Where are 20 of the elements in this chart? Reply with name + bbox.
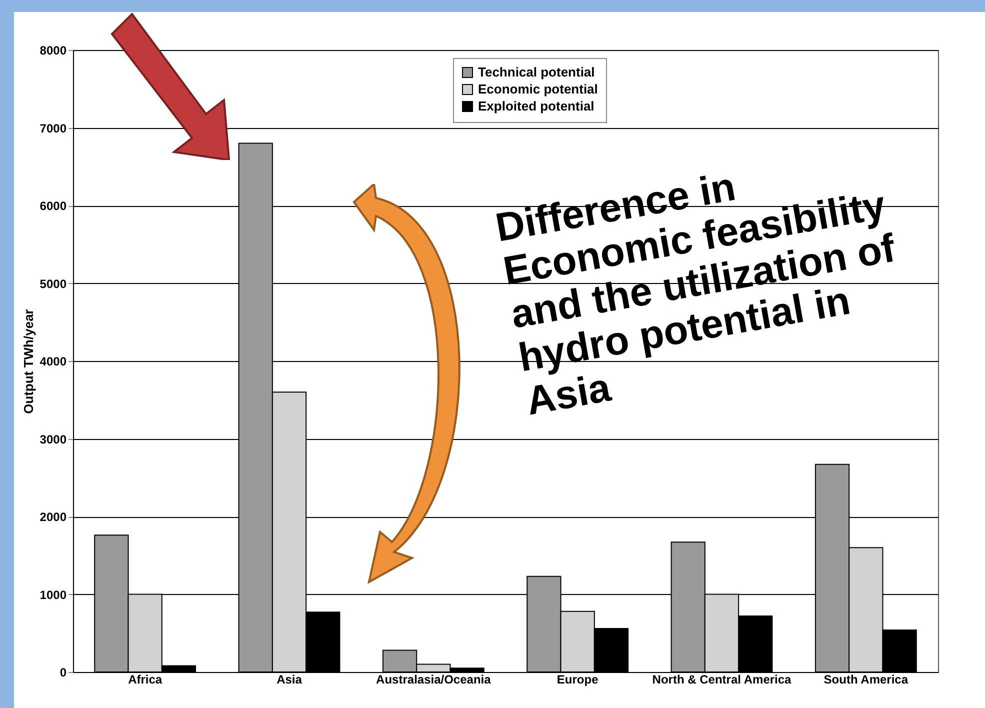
y-tick-label: 0 bbox=[60, 666, 67, 680]
x-tick-label: Asia bbox=[276, 672, 302, 686]
x-tick-label: Australasia/Oceania bbox=[376, 672, 492, 686]
legend-label: Exploited potential bbox=[478, 98, 594, 114]
legend-label: Economic potential bbox=[478, 82, 598, 96]
legend-label: Technical potential bbox=[478, 64, 595, 80]
x-tick-label: Africa bbox=[128, 672, 162, 686]
y-tick-label: 8000 bbox=[40, 44, 67, 58]
y-axis-title: Output TWh/year bbox=[20, 309, 36, 414]
y-tick-label: 4000 bbox=[40, 354, 67, 368]
y-tick-label: 6000 bbox=[40, 199, 67, 213]
y-tick-label: 2000 bbox=[40, 510, 67, 524]
y-tick-label: 5000 bbox=[40, 276, 67, 291]
x-tick-label: Europe bbox=[556, 672, 599, 686]
y-tick-label: 7000 bbox=[40, 121, 67, 136]
y-tick-label: 1000 bbox=[40, 588, 67, 602]
y-tick-label: 3000 bbox=[40, 432, 67, 446]
x-tick-label: North & Central America bbox=[652, 672, 792, 686]
x-tick-label: South America bbox=[824, 672, 908, 686]
annotation: Difference in Economic feasibility and the utilization of hydro potential in Asia bbox=[492, 164, 900, 424]
